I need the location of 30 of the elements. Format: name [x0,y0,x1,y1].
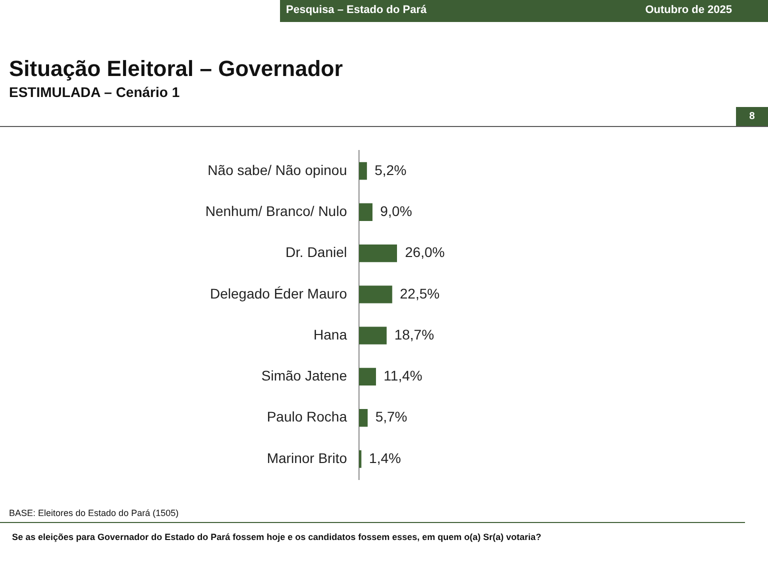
text: Outubro de 2025 [645,4,732,16]
data-label: 22,5% [400,285,440,302]
bar [359,203,372,221]
y-tick-label: Nenhum/ Branco/ Nulo [205,202,348,219]
data-label: 26,0% [405,244,445,260]
y-tick-label: Não sabe/ Não opinou [208,162,347,178]
y-tick-label: Simão Jatene [261,368,348,384]
bar [359,162,367,180]
text: BASE: Eleitores do Estado do Pará (1505) [9,508,179,518]
text: Se as eleições para Governador do Estado do Pará fossem hoje e os candidatos fossem esses, em quem o(a) Sr(a) votaria? [12,532,542,542]
data-label: 9,0% [380,202,412,219]
bar [359,286,392,304]
data-label: 5,7% [375,408,408,425]
text: Pesquisa – Estado do Pará [286,4,427,16]
data-label: 1,4% [369,450,401,466]
bar [359,244,397,262]
text: Situação Eleitoral – Governador [9,56,343,82]
y-tick-label: Paulo Rocha [266,408,348,425]
y-tick-label: Hana [314,326,348,342]
bar [359,326,387,344]
bar [359,409,368,427]
data-label: 5,2% [374,162,407,178]
text: ESTIMULADA – Cenário 1 [9,84,180,100]
data-label: 18,7% [394,326,434,342]
text: 8 [736,107,768,126]
data-label: 11,4% [384,368,422,384]
bar [359,368,376,386]
y-tick-label: Dr. Daniel [286,244,347,260]
y-tick-label: Marinor Brito [266,450,348,466]
y-tick-label: Delegado Éder Mauro [210,285,348,302]
